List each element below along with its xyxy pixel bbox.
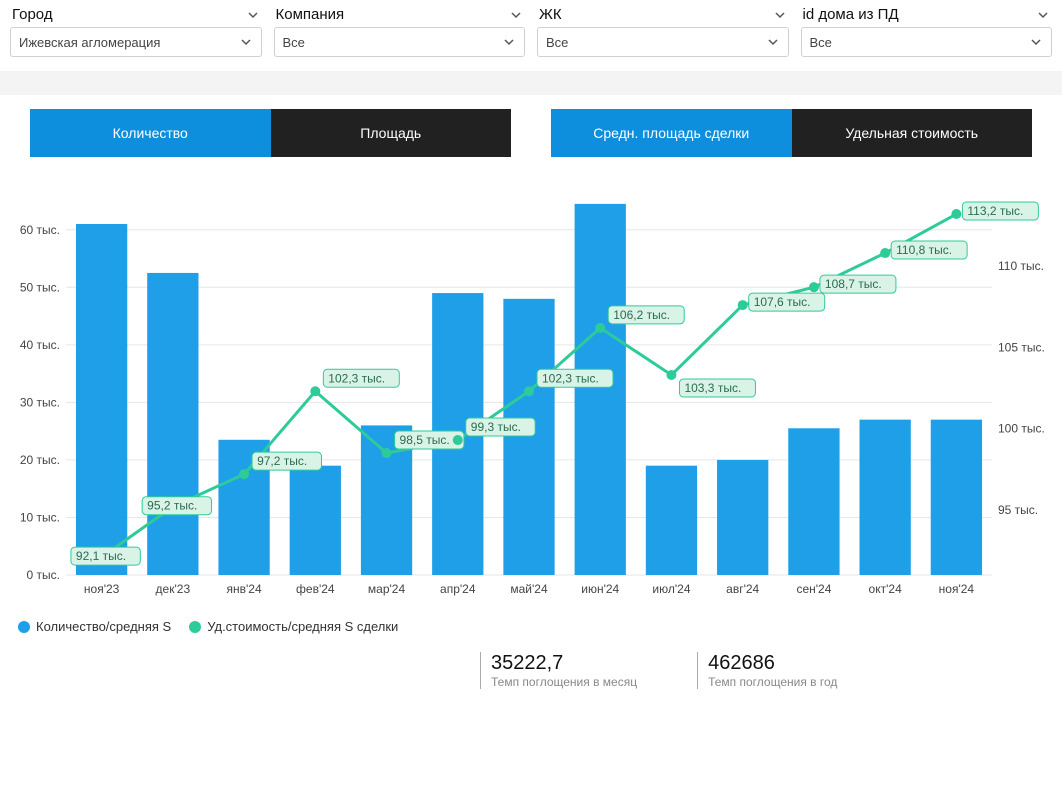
svg-text:110,8 тыс.: 110,8 тыс. (896, 243, 952, 257)
svg-text:95 тыс.: 95 тыс. (998, 503, 1038, 517)
filter-select-company[interactable]: Все (274, 27, 526, 57)
filters-row: Город Ижевская агломерация Компания Все … (0, 0, 1062, 71)
legend-label: Уд.стоимость/средняя S сделки (207, 619, 398, 634)
svg-text:103,3 тыс.: 103,3 тыс. (684, 381, 741, 395)
legend-swatch-line (189, 621, 201, 633)
svg-text:июл'24: июл'24 (652, 582, 690, 596)
chevron-down-icon (1029, 35, 1043, 49)
metric-value: 35222,7 (491, 652, 637, 675)
metric-label: Темп поглощения в месяц (491, 675, 637, 689)
filter-value: Все (283, 35, 305, 50)
chevron-down-icon (509, 8, 523, 22)
svg-text:102,3 тыс.: 102,3 тыс. (542, 371, 599, 385)
svg-text:98,5 тыс.: 98,5 тыс. (400, 433, 450, 447)
filter-header[interactable]: ЖК (537, 6, 789, 23)
tab-avg-deal-area[interactable]: Средн. площадь сделки (551, 109, 792, 157)
metric-monthly: 35222,7 Темп поглощения в месяц (480, 652, 637, 689)
filter-label: Город (12, 6, 53, 23)
metric-value: 462686 (708, 652, 837, 675)
filter-select-complex[interactable]: Все (537, 27, 789, 57)
svg-text:107,6 тыс.: 107,6 тыс. (754, 295, 811, 309)
svg-text:июн'24: июн'24 (581, 582, 619, 596)
svg-text:0 тыс.: 0 тыс. (27, 568, 60, 582)
filter-label: ЖК (539, 6, 562, 23)
chevron-down-icon (502, 35, 516, 49)
svg-text:50 тыс.: 50 тыс. (20, 280, 60, 294)
filter-header[interactable]: Компания (274, 6, 526, 23)
svg-text:10 тыс.: 10 тыс. (20, 510, 60, 524)
legend-item: Количество/средняя S (18, 619, 171, 634)
tab-quantity[interactable]: Количество (30, 109, 271, 157)
svg-text:108,7 тыс.: 108,7 тыс. (825, 277, 882, 291)
metric-label: Темп поглощения в год (708, 675, 837, 689)
chevron-down-icon (239, 35, 253, 49)
svg-text:106,2 тыс.: 106,2 тыс. (613, 308, 670, 322)
filter-header[interactable]: id дома из ПД (801, 6, 1053, 23)
filter-select-city[interactable]: Ижевская агломерация (10, 27, 262, 57)
chevron-down-icon (766, 35, 780, 49)
svg-text:99,3 тыс.: 99,3 тыс. (471, 420, 521, 434)
svg-text:мар'24: мар'24 (368, 582, 406, 596)
svg-text:30 тыс.: 30 тыс. (20, 395, 60, 409)
svg-text:105 тыс.: 105 тыс. (998, 340, 1045, 354)
chart-svg: 0 тыс. 10 тыс. 20 тыс. 30 тыс. 40 тыс. 50 тыс… (8, 181, 1050, 611)
svg-text:97,2 тыс.: 97,2 тыс. (257, 454, 307, 468)
filter-group: Город Ижевская агломерация (10, 6, 262, 57)
svg-text:ноя'24: ноя'24 (939, 582, 975, 596)
tab-unit-cost[interactable]: Удельная стоимость (792, 109, 1033, 157)
legend-item: Уд.стоимость/средняя S сделки (189, 619, 398, 634)
filter-group: Компания Все (274, 6, 526, 57)
svg-text:113,2 тыс.: 113,2 тыс. (967, 204, 1023, 218)
svg-text:100 тыс.: 100 тыс. (998, 422, 1045, 436)
chevron-down-icon (1036, 8, 1050, 22)
svg-text:20 тыс.: 20 тыс. (20, 453, 60, 467)
svg-text:авг'24: авг'24 (726, 582, 759, 596)
legend-label: Количество/средняя S (36, 619, 171, 634)
tab-group-left: Количество Площадь (30, 109, 511, 157)
tab-label: Количество (113, 125, 188, 141)
divider (0, 71, 1062, 95)
svg-text:май'24: май'24 (510, 582, 548, 596)
legend: Количество/средняя S Уд.стоимость/средня… (0, 611, 1062, 634)
svg-text:92,1 тыс.: 92,1 тыс. (76, 549, 126, 563)
tabs-container: Количество Площадь Средн. площадь сделки… (0, 95, 1062, 157)
svg-text:сен'24: сен'24 (796, 582, 831, 596)
svg-text:окт'24: окт'24 (869, 582, 903, 596)
svg-text:60 тыс.: 60 тыс. (20, 223, 60, 237)
filter-value: Все (810, 35, 832, 50)
filter-group: id дома из ПД Все (801, 6, 1053, 57)
filter-value: Ижевская агломерация (19, 35, 160, 50)
metric-yearly: 462686 Темп поглощения в год (697, 652, 837, 689)
chevron-down-icon (773, 8, 787, 22)
legend-swatch-bar (18, 621, 30, 633)
tab-label: Удельная стоимость (845, 125, 978, 141)
filter-label: Компания (276, 6, 345, 23)
metrics-row: 35222,7 Темп поглощения в месяц 462686 Т… (0, 634, 1062, 689)
filter-select-house-id[interactable]: Все (801, 27, 1053, 57)
chevron-down-icon (246, 8, 260, 22)
svg-text:40 тыс.: 40 тыс. (20, 338, 60, 352)
svg-text:ноя'23: ноя'23 (84, 582, 120, 596)
filter-label: id дома из ПД (803, 6, 899, 23)
filter-header[interactable]: Город (10, 6, 262, 23)
svg-text:110 тыс.: 110 тыс. (998, 259, 1044, 273)
svg-text:фев'24: фев'24 (296, 582, 335, 596)
tab-area[interactable]: Площадь (271, 109, 512, 157)
filter-value: Все (546, 35, 568, 50)
svg-text:янв'24: янв'24 (227, 582, 262, 596)
svg-text:95,2 тыс.: 95,2 тыс. (147, 499, 197, 513)
tab-group-right: Средн. площадь сделки Удельная стоимость (551, 109, 1032, 157)
tab-label: Средн. площадь сделки (593, 125, 749, 141)
filter-group: ЖК Все (537, 6, 789, 57)
chart: 0 тыс. 10 тыс. 20 тыс. 30 тыс. 40 тыс. 50 тыс… (8, 181, 1050, 611)
tab-label: Площадь (360, 125, 421, 141)
svg-text:дек'23: дек'23 (156, 582, 191, 596)
svg-text:апр'24: апр'24 (440, 582, 476, 596)
svg-text:102,3 тыс.: 102,3 тыс. (328, 371, 385, 385)
